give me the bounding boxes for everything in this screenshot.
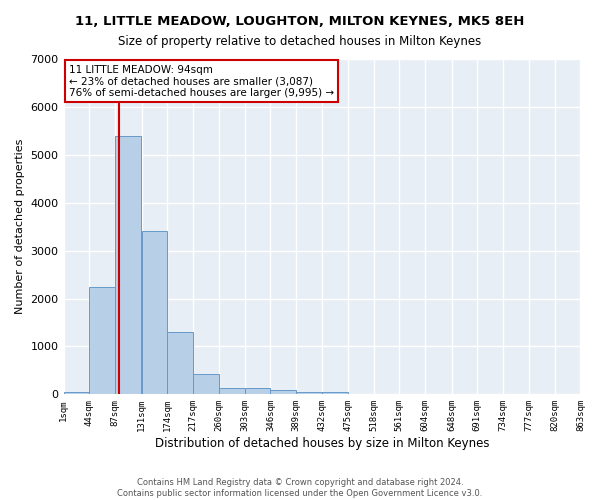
Text: 11 LITTLE MEADOW: 94sqm
← 23% of detached houses are smaller (3,087)
76% of semi: 11 LITTLE MEADOW: 94sqm ← 23% of detache…	[69, 64, 334, 98]
Y-axis label: Number of detached properties: Number of detached properties	[15, 139, 25, 314]
Bar	[89, 286, 115, 395]
Bar	[271, 390, 296, 394]
Bar	[64, 392, 89, 394]
Bar	[296, 392, 322, 394]
Bar	[193, 374, 219, 394]
Bar	[219, 388, 245, 394]
Bar	[245, 388, 271, 394]
Bar	[142, 232, 167, 394]
Text: 11, LITTLE MEADOW, LOUGHTON, MILTON KEYNES, MK5 8EH: 11, LITTLE MEADOW, LOUGHTON, MILTON KEYN…	[76, 15, 524, 28]
Bar	[115, 136, 141, 394]
Bar	[322, 392, 348, 394]
Bar	[167, 332, 193, 394]
X-axis label: Distribution of detached houses by size in Milton Keynes: Distribution of detached houses by size …	[155, 437, 489, 450]
Text: Size of property relative to detached houses in Milton Keynes: Size of property relative to detached ho…	[118, 35, 482, 48]
Text: Contains HM Land Registry data © Crown copyright and database right 2024.
Contai: Contains HM Land Registry data © Crown c…	[118, 478, 482, 498]
